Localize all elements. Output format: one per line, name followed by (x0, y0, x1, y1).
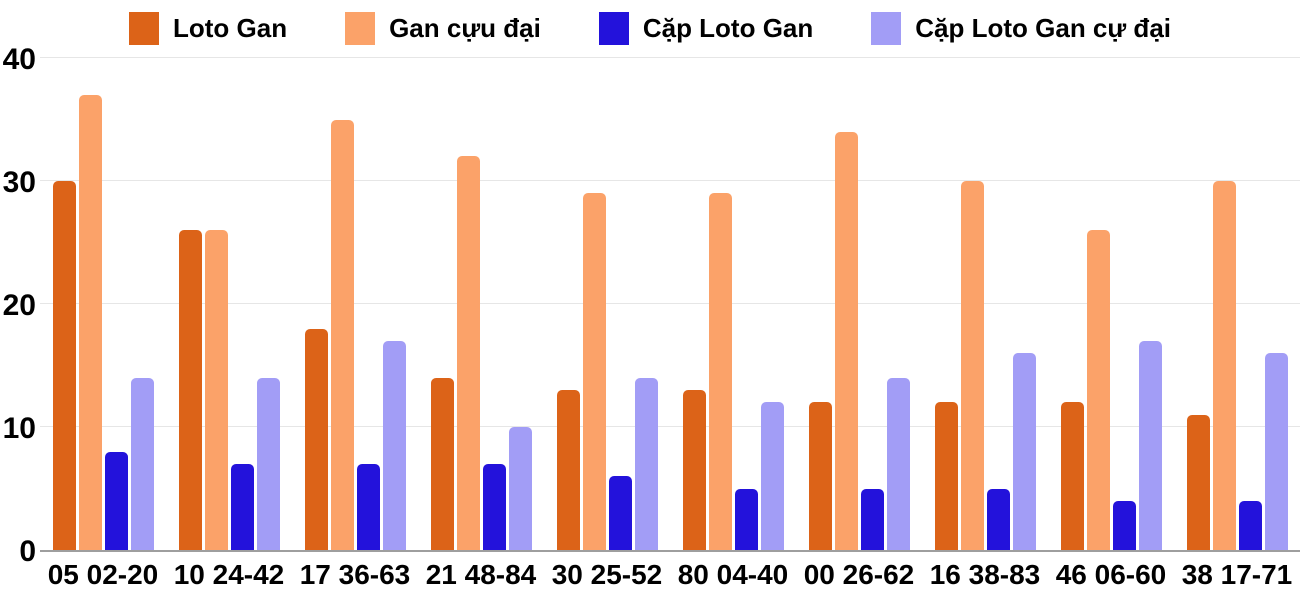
bar-series-2[interactable] (834, 131, 858, 550)
x-axis-tick-label: 38 17-71 (1181, 559, 1293, 590)
bar-series-1[interactable] (808, 402, 832, 550)
x-axis-tick-label: 46 06-60 (1055, 559, 1167, 590)
bar-series-3[interactable] (734, 488, 758, 550)
bar-group-80-04-40 (670, 60, 796, 550)
bar-group-38-17-71 (1174, 60, 1300, 550)
bar-series-2[interactable] (1212, 181, 1236, 550)
legend-label: Loto Gan (172, 12, 288, 43)
legend-swatch-icon (871, 11, 902, 45)
bar-series-1[interactable] (556, 390, 580, 550)
x-axis-tick-label: 10 24-42 (173, 559, 285, 590)
gridline (40, 57, 1300, 58)
legend-label: Gan cựu đại (389, 12, 541, 43)
legend-item-1: Loto Gan (128, 11, 288, 45)
y-axis: 0 10 20 30 40 (0, 0, 36, 600)
bar-group-17-36-63 (292, 60, 418, 550)
bar-series-3[interactable] (356, 463, 380, 550)
bar-series-1[interactable] (682, 390, 706, 550)
bar-series-3[interactable] (860, 488, 884, 550)
bar-series-2[interactable] (1086, 230, 1110, 550)
x-axis-tick-label: 17 36-63 (299, 559, 411, 590)
bar-series-2[interactable] (330, 119, 354, 550)
legend-swatch-icon (598, 11, 629, 45)
bar-series-4[interactable] (1012, 353, 1036, 550)
legend-label: Cặp Loto Gan (642, 12, 814, 43)
bar-series-3[interactable] (104, 451, 128, 550)
x-axis-tick-label: 21 48-84 (425, 559, 537, 590)
legend-swatch-icon (128, 11, 159, 45)
bar-series-2[interactable] (456, 156, 480, 550)
y-axis-tick-label: 20 (2, 289, 36, 322)
legend-item-4: Cặp Loto Gan cự đại (871, 11, 1171, 45)
bar-series-2[interactable] (960, 181, 984, 550)
plot-area (40, 57, 1300, 552)
bar-series-1[interactable] (304, 328, 328, 550)
y-axis-tick-label: 40 (2, 43, 36, 76)
y-axis-tick-label: 0 (19, 535, 36, 568)
bar-series-1[interactable] (1060, 402, 1084, 550)
bar-series-2[interactable] (582, 193, 606, 550)
bar-group-05-02-20 (40, 60, 166, 550)
bar-series-3[interactable] (230, 463, 254, 550)
bar-group-46-06-60 (1048, 60, 1174, 550)
y-axis-tick-label: 10 (2, 412, 36, 445)
bar-series-4[interactable] (256, 377, 280, 550)
bar-series-4[interactable] (760, 402, 784, 550)
bar-series-1[interactable] (1186, 414, 1210, 550)
bar-group-00-26-62 (796, 60, 922, 550)
legend-item-3: Cặp Loto Gan (598, 11, 814, 45)
bar-series-4[interactable] (130, 377, 154, 550)
bar-series-3[interactable] (482, 463, 506, 550)
bar-series-4[interactable] (1264, 353, 1288, 550)
bar-series-2[interactable] (708, 193, 732, 550)
bar-series-2[interactable] (78, 94, 102, 550)
x-axis-tick-label: 16 38-83 (929, 559, 1041, 590)
x-axis-tick-label: 80 04-40 (677, 559, 789, 590)
bar-series-4[interactable] (1138, 340, 1162, 550)
x-axis-tick-label: 00 26-62 (803, 559, 915, 590)
x-axis-tick-label: 05 02-20 (47, 559, 159, 590)
bar-series-3[interactable] (1238, 500, 1262, 550)
bar-group-10-24-42 (166, 60, 292, 550)
legend: Loto Gan Gan cựu đại Cặp Loto Gan Cặp Loto … (0, 6, 1300, 50)
bar-group-21-48-84 (418, 60, 544, 550)
bar-series-1[interactable] (934, 402, 958, 550)
bar-group-30-25-52 (544, 60, 670, 550)
bar-series-3[interactable] (608, 476, 632, 550)
x-axis: 05 02-20 10 24-42 17 36-63 21 48-84 30 25-52… (40, 558, 1300, 598)
bar-series-1[interactable] (52, 181, 76, 550)
bar-series-3[interactable] (1112, 500, 1136, 550)
bar-series-4[interactable] (382, 340, 406, 550)
bar-series-4[interactable] (886, 377, 910, 550)
x-axis-tick-label: 30 25-52 (551, 559, 663, 590)
bar-group-16-38-83 (922, 60, 1048, 550)
bar-series-1[interactable] (430, 377, 454, 550)
bar-series-1[interactable] (178, 230, 202, 550)
gridline (40, 426, 1300, 427)
y-axis-tick-label: 30 (2, 166, 36, 199)
legend-label: Cặp Loto Gan cự đại (915, 12, 1171, 43)
bar-series-4[interactable] (508, 427, 532, 550)
bar-series-4[interactable] (634, 377, 658, 550)
legend-item-2: Gan cựu đại (345, 11, 541, 45)
legend-swatch-icon (345, 11, 376, 45)
bar-series-3[interactable] (986, 488, 1010, 550)
bar-series-2[interactable] (204, 230, 228, 550)
gridline (40, 303, 1300, 304)
gridline (40, 180, 1300, 181)
